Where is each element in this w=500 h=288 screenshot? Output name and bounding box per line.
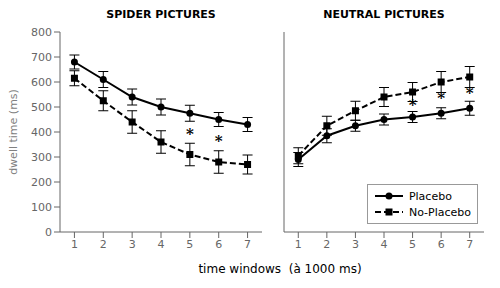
svg-text:300: 300 <box>31 151 52 164</box>
svg-text:5: 5 <box>186 238 193 251</box>
svg-text:*: * <box>466 84 474 102</box>
svg-text:2: 2 <box>100 238 107 251</box>
svg-text:6: 6 <box>215 238 222 251</box>
svg-text:7: 7 <box>244 238 251 251</box>
svg-text:7: 7 <box>466 238 473 251</box>
svg-text:3: 3 <box>352 238 359 251</box>
svg-text:3: 3 <box>129 238 136 251</box>
svg-text:700: 700 <box>31 51 52 64</box>
svg-text:*: * <box>437 89 445 107</box>
svg-text:100: 100 <box>31 201 52 214</box>
svg-text:4: 4 <box>158 238 165 251</box>
html-text:No-Placebo: No-Placebo <box>408 205 471 219</box>
svg-text:1: 1 <box>71 238 78 251</box>
svg-text:6: 6 <box>438 238 445 251</box>
svg-text:800: 800 <box>31 26 52 39</box>
svg-text:600: 600 <box>31 76 52 89</box>
html-text:NEUTRAL PICTURES: NEUTRAL PICTURES <box>323 8 445 21</box>
svg-text:4: 4 <box>381 238 388 251</box>
svg-text:1: 1 <box>295 238 302 251</box>
svg-text:*: * <box>215 132 223 150</box>
svg-text:400: 400 <box>31 126 52 139</box>
html-text:SPIDER PICTURES: SPIDER PICTURES <box>106 8 216 21</box>
svg-text:*: * <box>186 125 194 143</box>
html-text:Placebo: Placebo <box>408 189 452 203</box>
html-text:time windows (à 1000 ms): time windows (à 1000 ms) <box>198 262 362 276</box>
svg-text:5: 5 <box>409 238 416 251</box>
svg-text:500: 500 <box>31 101 52 114</box>
svg-text:0: 0 <box>45 226 52 239</box>
svg-text:dwell time (ms): dwell time (ms) <box>8 89 20 175</box>
svg-text:*: * <box>409 96 417 114</box>
svg-text:200: 200 <box>31 176 52 189</box>
svg-text:2: 2 <box>323 238 330 251</box>
